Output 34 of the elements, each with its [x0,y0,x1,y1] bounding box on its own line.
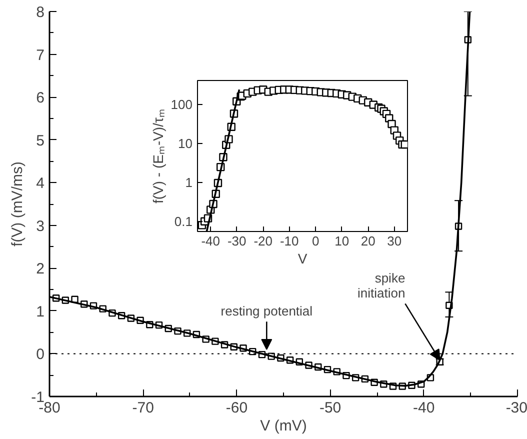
x-tick-label: 30 [387,234,402,248]
x-tick-label: -30 [227,234,246,248]
y-tick-label: 5 [36,132,44,150]
y-tick-label: 0 [36,346,44,364]
y-axis-title: f(V) - (Eₘ-V)/τₘ [150,108,166,204]
x-axis-title: V [298,250,308,266]
x-tick-label: -40 [201,234,220,248]
y-tick-label: 0.1 [174,214,193,229]
x-tick-label: 0 [312,234,320,248]
y-tick-label: 6 [36,90,44,107]
x-tick-label: -70 [132,400,154,416]
annotation: resting potential [220,304,313,319]
y-tick-label: 2 [36,260,44,278]
x-axis-title: V (mV) [260,418,307,434]
annotation: spike initiation [357,270,406,301]
y-tick-label: 7 [36,46,44,64]
y-tick-label: 100 [170,97,193,112]
x-tick-label: -20 [254,234,273,248]
x-tick-label: 10 [334,234,350,248]
y-tick-label: 8 [36,4,44,21]
x-tick-label: -10 [280,234,299,248]
x-tick-label: -40 [413,400,435,416]
y-tick-label: -1 [31,389,45,406]
y-tick-label: 4 [36,175,44,192]
x-tick-label: -60 [226,400,248,416]
x-tick-label: -50 [319,400,342,416]
point [400,140,408,149]
y-tick-label: 1 [36,303,44,320]
y-tick-label: 3 [36,218,44,235]
x-tick-label: 20 [360,234,376,248]
y-axis-title: f(V) (mV/ms) [9,162,26,246]
y-tick-label: 1 [185,175,193,190]
y-tick-label: 10 [178,136,193,152]
x-tick-label: -30 [506,400,527,416]
